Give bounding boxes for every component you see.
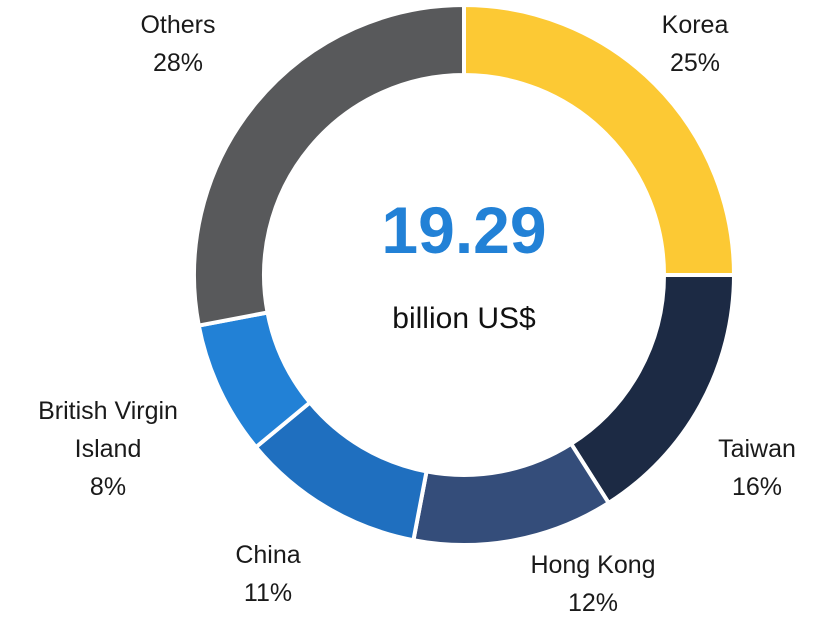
category-label: Others	[140, 11, 216, 39]
slice-label: Hong Kong 12%	[530, 546, 655, 622]
center-label: billion US$	[392, 302, 536, 335]
value-label: 25%	[669, 49, 721, 77]
category-label: Korea	[661, 11, 729, 39]
category-label: Hong Kong	[530, 551, 656, 579]
donut-slice	[192, 2, 466, 328]
slice-label: Korea 25%	[662, 6, 729, 82]
slice-label: China 11%	[235, 536, 300, 612]
slice-label: Others 28%	[140, 6, 215, 82]
center-value: 19.29	[381, 193, 547, 267]
donut-slice	[411, 441, 612, 547]
value-label: 12%	[567, 589, 619, 617]
donut-slice	[568, 273, 737, 506]
value-label: 11%	[243, 579, 293, 607]
category-label: British Virgin Island	[38, 397, 178, 463]
slice-label: Taiwan 16%	[718, 430, 796, 506]
slice-label: British Virgin Island 8%	[8, 392, 208, 506]
value-label: 8%	[89, 473, 127, 501]
category-label: China	[235, 541, 301, 569]
value-label: 16%	[731, 473, 783, 501]
value-label: 28%	[152, 49, 204, 77]
category-label: Taiwan	[718, 435, 796, 463]
